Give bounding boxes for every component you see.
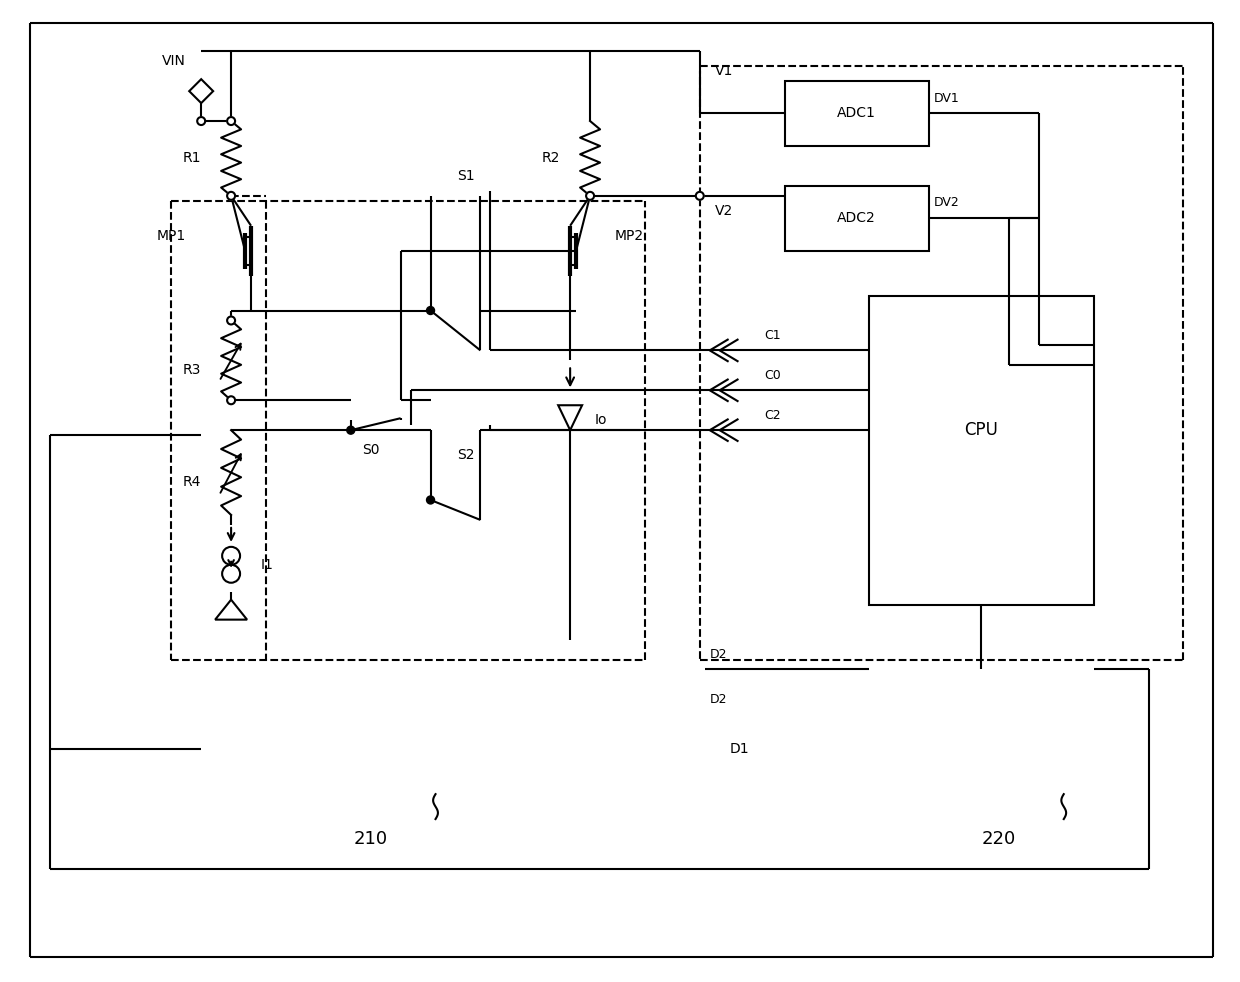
Text: C2: C2 — [765, 409, 781, 421]
Circle shape — [347, 426, 355, 434]
Circle shape — [197, 117, 205, 125]
Text: R3: R3 — [182, 363, 201, 377]
Text: C1: C1 — [765, 329, 781, 342]
Text: DV2: DV2 — [934, 196, 960, 209]
Bar — [785, 186, 929, 250]
Text: VIN: VIN — [162, 54, 186, 68]
Text: MP1: MP1 — [157, 229, 186, 243]
Text: CPU: CPU — [963, 421, 998, 439]
Text: D2: D2 — [709, 693, 727, 706]
Text: C0: C0 — [765, 369, 781, 382]
Text: ADC2: ADC2 — [837, 211, 875, 225]
Text: V1: V1 — [714, 64, 733, 79]
Text: R2: R2 — [542, 151, 560, 165]
Text: 220: 220 — [982, 830, 1016, 848]
Text: S2: S2 — [456, 448, 474, 463]
Circle shape — [427, 306, 434, 314]
Text: 210: 210 — [353, 830, 388, 848]
Circle shape — [427, 496, 434, 504]
Circle shape — [227, 397, 236, 405]
Text: D1: D1 — [729, 742, 749, 756]
Text: S0: S0 — [362, 443, 379, 457]
Text: V2: V2 — [714, 204, 733, 218]
Text: DV1: DV1 — [934, 91, 960, 105]
Circle shape — [227, 316, 236, 324]
Circle shape — [587, 191, 594, 199]
Bar — [869, 296, 1094, 605]
Circle shape — [227, 117, 236, 125]
Text: ADC1: ADC1 — [837, 106, 875, 120]
Text: I1: I1 — [260, 558, 274, 572]
Text: R1: R1 — [182, 151, 201, 165]
Text: D2: D2 — [709, 648, 727, 661]
Text: Io: Io — [595, 413, 608, 427]
Text: R4: R4 — [182, 475, 201, 489]
Text: S1: S1 — [456, 169, 474, 183]
Circle shape — [696, 191, 704, 199]
Circle shape — [227, 191, 236, 199]
Text: MP2: MP2 — [615, 229, 644, 243]
Bar — [785, 82, 929, 146]
